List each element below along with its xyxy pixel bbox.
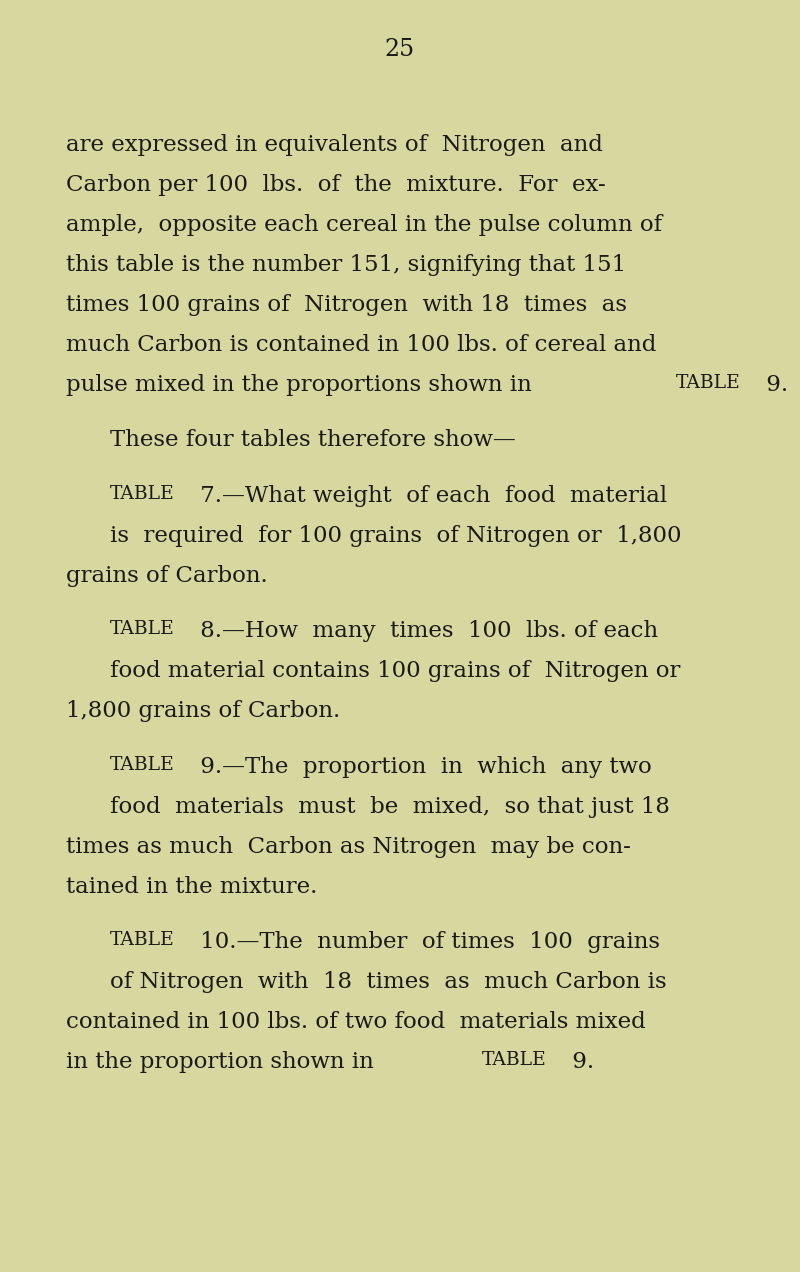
Text: of Nitrogen  with  18  times  as  much Carbon is: of Nitrogen with 18 times as much Carbon… bbox=[110, 971, 666, 993]
Text: 10.—The  number  of times  100  grains: 10.—The number of times 100 grains bbox=[193, 931, 660, 953]
Text: pulse mixed in the proportions shown in: pulse mixed in the proportions shown in bbox=[66, 374, 538, 396]
Text: contained in 100 lbs. of two food  materials mixed: contained in 100 lbs. of two food materi… bbox=[66, 1011, 646, 1033]
Text: 9.: 9. bbox=[565, 1051, 594, 1074]
Text: 1,800 grains of Carbon.: 1,800 grains of Carbon. bbox=[66, 700, 340, 722]
Text: is  required  for 100 grains  of Nitrogen or  1,800: is required for 100 grains of Nitrogen o… bbox=[110, 524, 681, 547]
Text: 7.—What weight  of each  food  material: 7.—What weight of each food material bbox=[193, 485, 667, 506]
Text: 9.: 9. bbox=[759, 374, 789, 396]
Text: times 100 grains of  Nitrogen  with 18  times  as: times 100 grains of Nitrogen with 18 tim… bbox=[66, 294, 626, 315]
Text: TABLE: TABLE bbox=[110, 931, 174, 949]
Text: 8.—How  many  times  100  lbs. of each: 8.—How many times 100 lbs. of each bbox=[193, 619, 658, 642]
Text: TABLE: TABLE bbox=[110, 756, 174, 773]
Text: ample,  opposite each cereal in the pulse column of: ample, opposite each cereal in the pulse… bbox=[66, 214, 662, 235]
Text: food material contains 100 grains of  Nitrogen or: food material contains 100 grains of Nit… bbox=[110, 660, 680, 682]
Text: 9.—The  proportion  in  which  any two: 9.—The proportion in which any two bbox=[193, 756, 652, 777]
Text: Carbon per 100  lbs.  of  the  mixture.  For  ex-: Carbon per 100 lbs. of the mixture. For … bbox=[66, 173, 606, 196]
Text: TABLE: TABLE bbox=[676, 374, 741, 392]
Text: These four tables therefore show—: These four tables therefore show— bbox=[110, 429, 515, 452]
Text: this table is the number 151, signifying that 151: this table is the number 151, signifying… bbox=[66, 253, 626, 276]
Text: are expressed in equivalents of  Nitrogen  and: are expressed in equivalents of Nitrogen… bbox=[66, 134, 602, 155]
Text: TABLE: TABLE bbox=[110, 619, 174, 639]
Text: in the proportion shown in: in the proportion shown in bbox=[66, 1051, 388, 1074]
Text: tained in the mixture.: tained in the mixture. bbox=[66, 875, 317, 898]
Text: times as much  Carbon as Nitrogen  may be con-: times as much Carbon as Nitrogen may be … bbox=[66, 836, 630, 857]
Text: TABLE: TABLE bbox=[110, 485, 174, 502]
Text: food  materials  must  be  mixed,  so that just 18: food materials must be mixed, so that ju… bbox=[110, 795, 670, 818]
Text: grains of Carbon.: grains of Carbon. bbox=[66, 565, 267, 586]
Text: much Carbon is contained in 100 lbs. of cereal and: much Carbon is contained in 100 lbs. of … bbox=[66, 333, 656, 356]
Text: TABLE: TABLE bbox=[482, 1051, 546, 1070]
Text: 25: 25 bbox=[385, 38, 415, 61]
